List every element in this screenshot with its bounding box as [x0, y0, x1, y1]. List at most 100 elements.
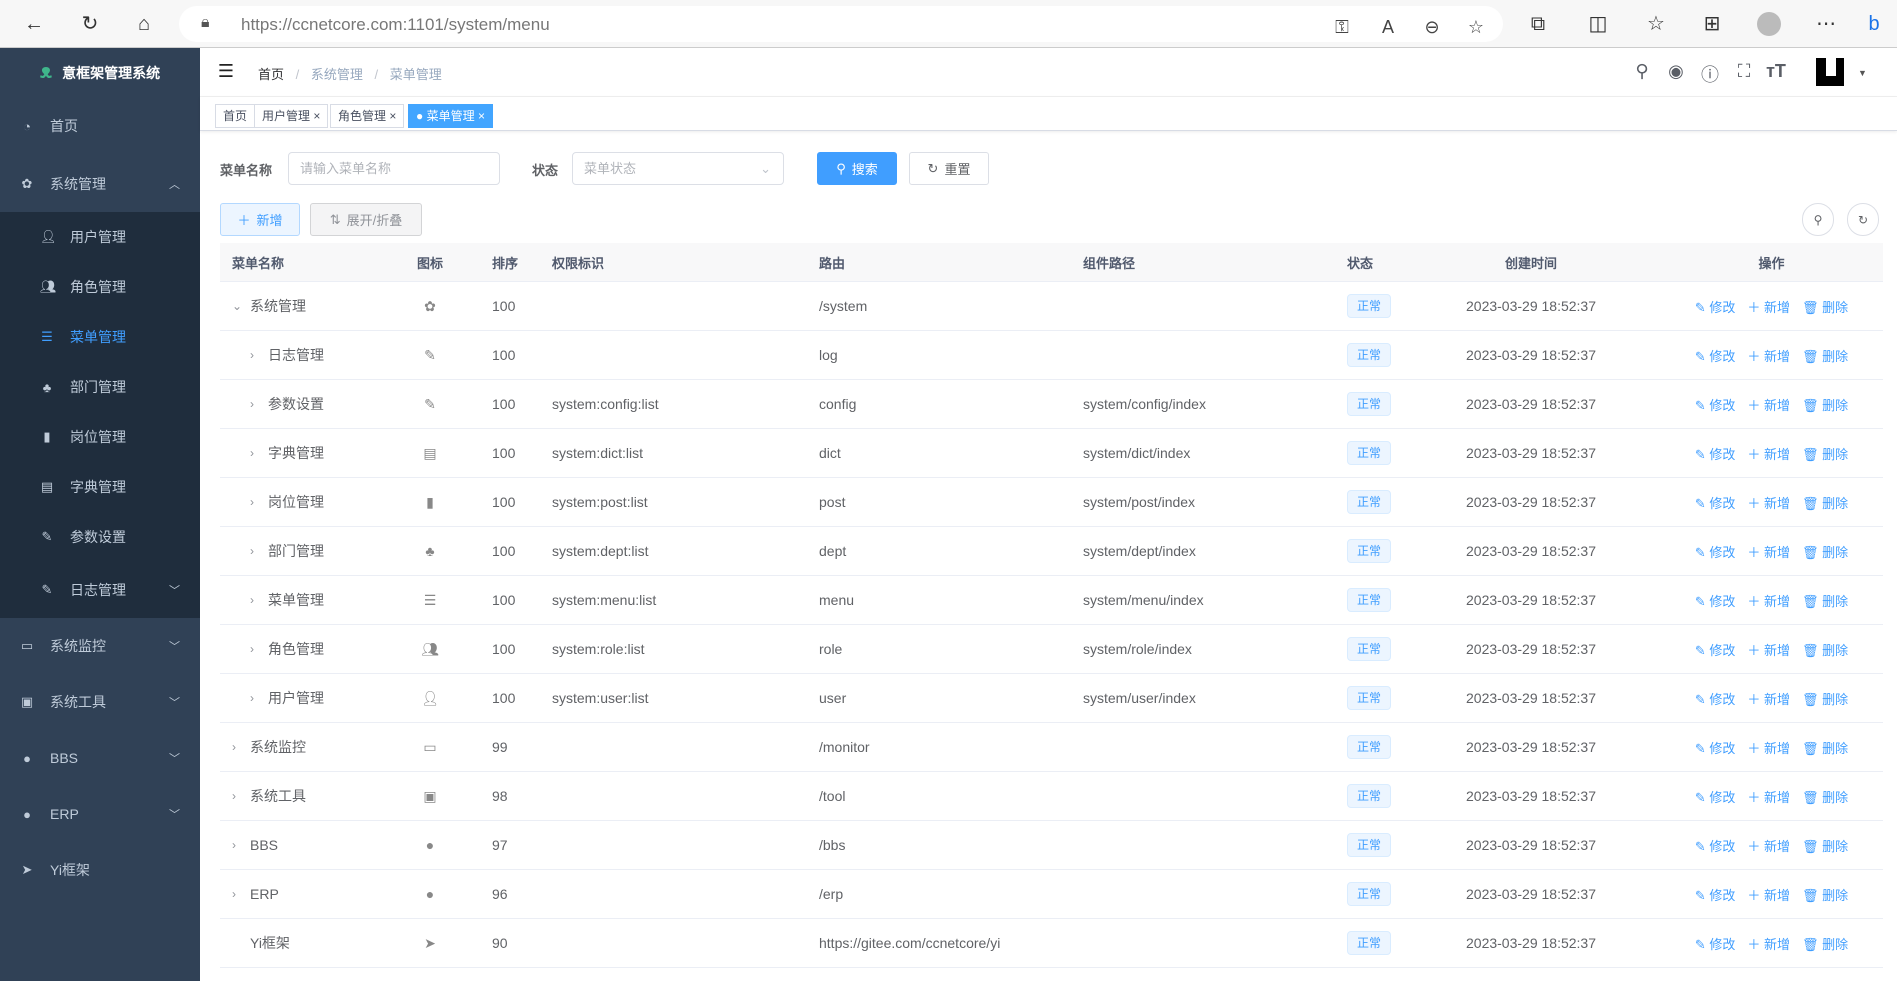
sidebar-item[interactable]: ▤ 字典管理 — [0, 462, 200, 512]
edit-button[interactable]: ✎ 修改 — [1695, 444, 1736, 463]
delete-button[interactable]: 🗑︎ 删除 — [1802, 885, 1848, 904]
add-child-button[interactable]: ＋ 新增 — [1747, 542, 1790, 561]
sidebar-item[interactable]: ✿ 系统管理 ︿ — [0, 155, 200, 212]
delete-button[interactable]: 🗑︎ 删除 — [1802, 836, 1848, 855]
edit-button[interactable]: ✎ 修改 — [1695, 542, 1736, 561]
delete-button[interactable]: 🗑︎ 删除 — [1802, 591, 1848, 610]
chevron-right-icon[interactable]: › — [250, 593, 254, 607]
add-child-button[interactable]: ＋ 新增 — [1747, 395, 1790, 414]
add-child-button[interactable]: ＋ 新增 — [1747, 787, 1790, 806]
delete-button[interactable]: 🗑︎ 删除 — [1802, 640, 1848, 659]
sidebar-item[interactable]: 👤︎ 用户管理 — [0, 212, 200, 262]
chevron-right-icon[interactable]: › — [232, 838, 236, 852]
back-icon[interactable]: ← — [24, 13, 44, 35]
add-child-button[interactable]: ＋ 新增 — [1747, 591, 1790, 610]
sidebar-item[interactable]: ● BBS ﹀ — [0, 730, 200, 786]
chevron-right-icon[interactable]: › — [250, 446, 254, 460]
close-icon[interactable]: × — [477, 109, 485, 123]
delete-button[interactable]: 🗑︎ 删除 — [1802, 689, 1848, 708]
chevron-right-icon[interactable]: › — [232, 789, 236, 803]
delete-button[interactable]: 🗑︎ 删除 — [1802, 787, 1848, 806]
tag-item[interactable]: 角色管理 × — [330, 104, 405, 128]
caret-down-icon[interactable]: ▼ — [1858, 68, 1867, 78]
add-child-button[interactable]: ＋ 新增 — [1747, 738, 1790, 757]
user-avatar[interactable] — [1816, 58, 1844, 86]
close-icon[interactable]: × — [389, 109, 397, 123]
chevron-right-icon[interactable]: › — [250, 495, 254, 509]
chevron-right-icon[interactable]: › — [250, 397, 254, 411]
sidebar-item[interactable]: 👥︎ 角色管理 — [0, 262, 200, 312]
tag-item[interactable]: ● 菜单管理 × — [408, 104, 493, 128]
help-icon[interactable]: ⓘ — [1701, 65, 1719, 85]
edit-button[interactable]: ✎ 修改 — [1695, 885, 1736, 904]
add-child-button[interactable]: ＋ 新增 — [1747, 885, 1790, 904]
add-button[interactable]: ＋ 新增 — [220, 203, 300, 236]
bing-icon[interactable]: b — [1868, 13, 1880, 35]
delete-button[interactable]: 🗑︎ 删除 — [1802, 542, 1848, 561]
read-aloud-icon[interactable]: A — [1381, 17, 1394, 37]
add-child-button[interactable]: ＋ 新增 — [1747, 297, 1790, 316]
edit-button[interactable]: ✎ 修改 — [1695, 689, 1736, 708]
search-button[interactable]: ⚲ 搜索 — [817, 152, 897, 185]
fullscreen-icon[interactable]: ⛶ — [1737, 61, 1751, 81]
tag-item[interactable]: 首页 — [215, 104, 256, 128]
delete-button[interactable]: 🗑︎ 删除 — [1802, 346, 1848, 365]
chevron-right-icon[interactable]: › — [250, 691, 254, 705]
key-icon[interactable]: ⚿ — [1335, 17, 1349, 37]
favorite-add-icon[interactable]: ☆ — [1467, 17, 1485, 37]
toggle-search-button[interactable]: ⚲ — [1802, 203, 1834, 236]
search-icon[interactable]: ⚲ — [1635, 61, 1649, 81]
menu-name-input[interactable]: 请输入菜单名称 — [288, 152, 500, 185]
expand-collapse-button[interactable]: ⇅ 展开/折叠 — [310, 203, 422, 236]
github-icon[interactable]: ◉ — [1668, 61, 1684, 81]
tag-item[interactable]: 用户管理 × — [254, 104, 329, 128]
status-select[interactable]: 菜单状态 ⌄ — [572, 152, 784, 185]
add-child-button[interactable]: ＋ 新增 — [1747, 640, 1790, 659]
collections-icon[interactable]: ⊞ — [1703, 13, 1721, 35]
font-size-icon[interactable]: тT — [1766, 61, 1786, 81]
edit-button[interactable]: ✎ 修改 — [1695, 493, 1736, 512]
add-child-button[interactable]: ＋ 新增 — [1747, 934, 1790, 953]
sidebar-item[interactable]: ♣ 部门管理 — [0, 362, 200, 412]
more-icon[interactable]: ⋯ — [1816, 13, 1836, 35]
chevron-right-icon[interactable]: › — [232, 740, 236, 754]
add-child-button[interactable]: ＋ 新增 — [1747, 689, 1790, 708]
delete-button[interactable]: 🗑︎ 删除 — [1802, 297, 1848, 316]
split-screen-icon[interactable]: ◫ — [1588, 13, 1608, 35]
sidebar-item[interactable]: ➤ Yi框架 — [0, 842, 200, 898]
delete-button[interactable]: 🗑︎ 删除 — [1802, 493, 1848, 512]
hamburger-icon[interactable]: ☰ — [217, 61, 235, 81]
sidebar-item[interactable]: ✎ 日志管理 ﹀ — [0, 562, 200, 618]
edit-button[interactable]: ✎ 修改 — [1695, 640, 1736, 659]
sidebar-item[interactable]: ✎ 参数设置 — [0, 512, 200, 562]
refresh-table-button[interactable]: ↻ — [1847, 203, 1879, 236]
reset-button[interactable]: ↻ 重置 — [909, 152, 989, 185]
chevron-right-icon[interactable]: › — [232, 887, 236, 901]
home-icon[interactable]: ⌂ — [137, 13, 151, 35]
zoom-out-icon[interactable]: ⊖ — [1424, 17, 1440, 37]
sidebar-item[interactable]: ☰ 菜单管理 — [0, 312, 200, 362]
delete-button[interactable]: 🗑︎ 删除 — [1802, 444, 1848, 463]
sidebar-item[interactable]: ▮ 岗位管理 — [0, 412, 200, 462]
sidebar-item[interactable]: ◔ 首页 — [0, 97, 200, 155]
edit-button[interactable]: ✎ 修改 — [1695, 346, 1736, 365]
sidebar-item[interactable]: ● ERP ﹀ — [0, 786, 200, 842]
chevron-right-icon[interactable]: › — [250, 544, 254, 558]
refresh-icon[interactable]: ↻ — [81, 13, 99, 35]
edit-button[interactable]: ✎ 修改 — [1695, 395, 1736, 414]
favorites-icon[interactable]: ☆ — [1647, 13, 1665, 35]
chevron-right-icon[interactable]: › — [250, 348, 254, 362]
edit-button[interactable]: ✎ 修改 — [1695, 591, 1736, 610]
delete-button[interactable]: 🗑︎ 删除 — [1802, 395, 1848, 414]
extensions-icon[interactable]: ⧉ — [1530, 13, 1546, 35]
profile-avatar[interactable] — [1755, 10, 1783, 38]
add-child-button[interactable]: ＋ 新增 — [1747, 836, 1790, 855]
delete-button[interactable]: 🗑︎ 删除 — [1802, 738, 1848, 757]
add-child-button[interactable]: ＋ 新增 — [1747, 493, 1790, 512]
sidebar-item[interactable]: ▣ 系统工具 ﹀ — [0, 674, 200, 730]
address-bar[interactable]: 🔒︎ https://ccnetcore.com:1101/system/men… — [179, 6, 1503, 42]
breadcrumb-home[interactable]: 首页 — [258, 67, 285, 82]
close-icon[interactable]: × — [313, 109, 321, 123]
edit-button[interactable]: ✎ 修改 — [1695, 836, 1736, 855]
edit-button[interactable]: ✎ 修改 — [1695, 738, 1736, 757]
